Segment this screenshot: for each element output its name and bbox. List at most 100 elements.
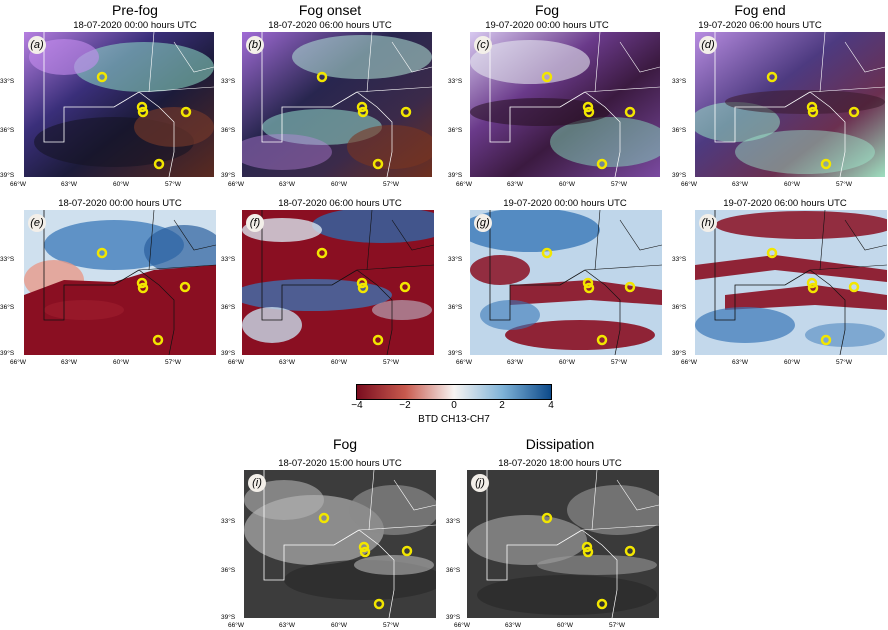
panel-label-i: (i)	[248, 474, 266, 492]
lon-tick: 66°W	[228, 622, 244, 629]
lon-tick: 66°W	[228, 181, 244, 188]
lon-tick: 63°W	[507, 359, 523, 366]
btd-panel-g: (g)	[470, 210, 662, 355]
lat-tick: 33°S	[672, 78, 687, 85]
lat-tick: 36°S	[221, 304, 236, 311]
rgb-panel-b: (b)	[242, 32, 432, 177]
lon-tick: 60°W	[331, 181, 347, 188]
lat-tick: 33°S	[448, 78, 463, 85]
lon-tick: 63°W	[61, 181, 77, 188]
lat-tick: 39°S	[448, 172, 463, 179]
lat-tick: 39°S	[672, 172, 687, 179]
panel-label-g: (g)	[474, 214, 492, 232]
btd-date-g: 19-07-2020 00:00 hours UTC	[503, 198, 627, 209]
lon-tick: 57°W	[165, 181, 181, 188]
rgb-panel-a: (a)	[24, 32, 214, 177]
colorbar-tick: 0	[451, 400, 457, 411]
lon-tick: 57°W	[383, 622, 399, 629]
lat-tick: 39°S	[221, 172, 236, 179]
lon-tick: 57°W	[609, 622, 625, 629]
lon-tick: 63°W	[732, 359, 748, 366]
rgb-date-b: 18-07-2020 06:00 hours UTC	[268, 20, 392, 31]
lat-tick: 36°S	[448, 127, 463, 134]
lat-tick: 39°S	[672, 350, 687, 357]
rgb-panel-d: (d)	[695, 32, 885, 177]
lat-tick: 36°S	[221, 567, 236, 574]
lat-tick: 39°S	[0, 172, 15, 179]
lon-tick: 57°W	[383, 181, 399, 188]
btd-date-f: 18-07-2020 06:00 hours UTC	[278, 198, 402, 209]
lon-tick: 66°W	[228, 359, 244, 366]
lat-tick: 39°S	[221, 350, 236, 357]
column-title-fog: Fog	[534, 2, 560, 18]
lon-tick: 60°W	[559, 359, 575, 366]
lat-tick: 33°S	[448, 256, 463, 263]
panel-label-h: (h)	[699, 214, 717, 232]
lat-tick: 36°S	[221, 127, 236, 134]
lon-tick: 60°W	[784, 359, 800, 366]
panel-label-c: (c)	[474, 36, 492, 54]
lat-tick: 39°S	[0, 350, 15, 357]
lat-tick: 36°S	[446, 567, 461, 574]
lon-tick: 57°W	[165, 359, 181, 366]
lon-tick: 60°W	[331, 622, 347, 629]
bottom-title-dissipation: Dissipation	[525, 436, 595, 452]
colorbar	[356, 384, 552, 400]
lat-tick: 39°S	[446, 614, 461, 621]
lat-tick: 36°S	[672, 127, 687, 134]
lon-tick: 63°W	[279, 181, 295, 188]
lon-tick: 60°W	[113, 359, 129, 366]
rgb-panel-c: (c)	[470, 32, 660, 177]
lat-tick: 36°S	[0, 304, 15, 311]
lon-tick: 66°W	[456, 181, 472, 188]
btd-panel-h: (h)	[695, 210, 887, 355]
lon-tick: 66°W	[454, 622, 470, 629]
lon-tick: 57°W	[383, 359, 399, 366]
lat-tick: 33°S	[221, 78, 236, 85]
column-title-pre-fog: Pre-fog	[112, 2, 158, 18]
panel-label-a: (a)	[28, 36, 46, 54]
lat-tick: 39°S	[448, 350, 463, 357]
bottom-date-j: 18-07-2020 18:00 hours UTC	[498, 458, 622, 469]
lat-tick: 33°S	[0, 256, 15, 263]
lon-tick: 60°W	[559, 181, 575, 188]
lon-tick: 63°W	[507, 181, 523, 188]
btd-panel-f: (f)	[242, 210, 434, 355]
lat-tick: 39°S	[221, 614, 236, 621]
lat-tick: 33°S	[672, 256, 687, 263]
lon-tick: 63°W	[505, 622, 521, 629]
lat-tick: 33°S	[446, 518, 461, 525]
lat-tick: 33°S	[221, 256, 236, 263]
panel-label-f: (f)	[246, 214, 264, 232]
btd-date-h: 19-07-2020 06:00 hours UTC	[723, 198, 847, 209]
lon-tick: 60°W	[557, 622, 573, 629]
rgb-date-c: 19-07-2020 00:00 hours UTC	[485, 20, 609, 31]
colorbar-tick: 4	[548, 400, 554, 411]
lat-tick: 33°S	[0, 78, 15, 85]
bottom-date-i: 18-07-2020 15:00 hours UTC	[278, 458, 402, 469]
colorbar-label: BTD CH13-CH7	[418, 414, 490, 425]
vis-panel-i: (i)	[244, 470, 436, 618]
lat-tick: 33°S	[221, 518, 236, 525]
lon-tick: 57°W	[611, 181, 627, 188]
lon-tick: 57°W	[611, 359, 627, 366]
vis-panel-j: (j)	[467, 470, 659, 618]
lon-tick: 63°W	[732, 181, 748, 188]
lon-tick: 66°W	[10, 359, 26, 366]
lon-tick: 60°W	[331, 359, 347, 366]
bottom-title-fog: Fog	[332, 436, 358, 452]
lon-tick: 66°W	[681, 359, 697, 366]
rgb-date-d: 19-07-2020 06:00 hours UTC	[698, 20, 822, 31]
lon-tick: 57°W	[836, 359, 852, 366]
colorbar-tick: −4	[351, 400, 363, 411]
lat-tick: 36°S	[672, 304, 687, 311]
lon-tick: 66°W	[456, 359, 472, 366]
lon-tick: 57°W	[836, 181, 852, 188]
lat-tick: 36°S	[448, 304, 463, 311]
lon-tick: 63°W	[61, 359, 77, 366]
btd-panel-e: (e)	[24, 210, 216, 355]
btd-date-e: 18-07-2020 00:00 hours UTC	[58, 198, 182, 209]
lon-tick: 60°W	[113, 181, 129, 188]
colorbar-tick: 2	[499, 400, 505, 411]
colorbar-tick: −2	[399, 400, 411, 411]
